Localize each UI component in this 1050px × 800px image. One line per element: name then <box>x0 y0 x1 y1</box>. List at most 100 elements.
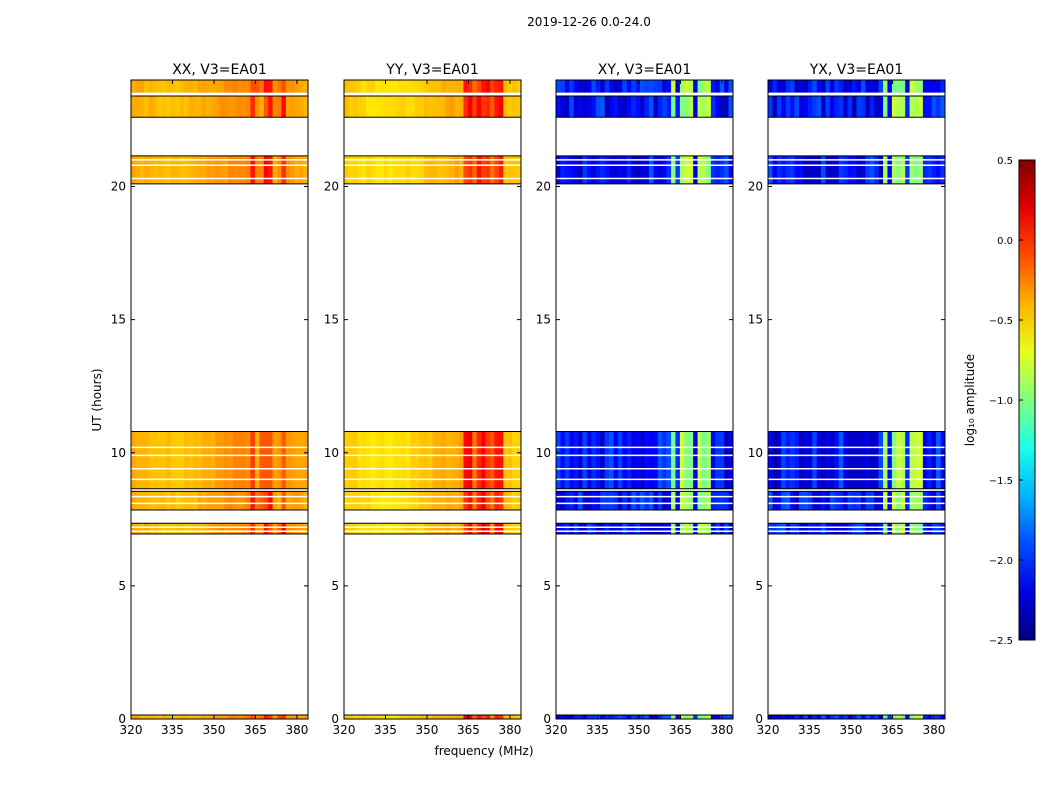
heatmap-cell <box>560 155 566 184</box>
heatmap-cell <box>494 95 500 118</box>
heatmap-cell <box>860 523 866 534</box>
heatmap-cell <box>432 715 438 719</box>
heatmap-cell <box>609 491 614 510</box>
heatmap-cell <box>679 155 685 184</box>
heatmap-cell <box>702 80 707 94</box>
heatmap-cell <box>215 95 220 118</box>
heatmap-cell <box>383 431 389 489</box>
heatmap-cell <box>909 431 915 489</box>
heatmap-cell <box>781 95 786 118</box>
heatmap-cell <box>357 523 362 534</box>
heatmap-cell <box>277 715 282 719</box>
heatmap-cell <box>419 95 424 118</box>
heatmap-cell <box>184 523 189 534</box>
heatmap-cell <box>348 95 354 118</box>
heatmap-cell <box>834 491 840 510</box>
heatmap-cell <box>454 80 460 94</box>
heatmap-cell <box>936 523 941 534</box>
heatmap-cell <box>768 155 773 184</box>
heatmap-cell <box>131 715 136 719</box>
heatmap-cell <box>772 431 778 489</box>
heatmap-cell <box>905 80 910 94</box>
heatmap-cell <box>657 491 663 510</box>
x-tick-label: 320 <box>120 723 143 737</box>
heatmap-cell <box>272 491 278 510</box>
heatmap-cell <box>887 431 893 489</box>
heatmap-cell <box>352 155 358 184</box>
heatmap-cell <box>869 95 875 118</box>
heatmap-cell <box>821 715 826 719</box>
heatmap-cell <box>556 155 561 184</box>
heatmap-cell <box>617 523 623 534</box>
heatmap-cell <box>613 431 619 489</box>
heatmap-cell <box>936 715 941 719</box>
x-tick-label: 350 <box>203 723 226 737</box>
heatmap-cell <box>410 155 416 184</box>
heatmap-cell <box>401 491 407 510</box>
heatmap-cell <box>874 491 879 510</box>
heatmap-cell <box>640 155 645 184</box>
heatmap-cell <box>263 95 269 118</box>
time-band <box>131 95 309 118</box>
heatmap-cell <box>223 491 229 510</box>
heatmap-cell <box>184 431 189 489</box>
heatmap-cell <box>702 155 707 184</box>
heatmap-cell <box>281 715 287 719</box>
time-band <box>344 490 522 511</box>
heatmap-cell <box>374 155 380 184</box>
heatmap-cell <box>940 431 946 489</box>
heatmap-cell <box>900 491 906 510</box>
heatmap-cell <box>410 431 416 489</box>
heatmap-cell <box>653 715 659 719</box>
heatmap-cell <box>410 95 416 118</box>
heatmap-cell <box>600 523 605 534</box>
heatmap-cell <box>702 95 707 118</box>
heatmap-cell <box>940 95 946 118</box>
heatmap-cell <box>294 155 300 184</box>
heatmap-cell <box>228 80 234 94</box>
heatmap-cell <box>653 491 659 510</box>
heatmap-cell <box>361 523 367 534</box>
heatmap-cell <box>135 431 141 489</box>
heatmap-cell <box>397 431 402 489</box>
heatmap-cell <box>206 431 211 489</box>
heatmap-cell <box>595 715 601 719</box>
heatmap-cell <box>272 431 278 489</box>
heatmap-cell <box>170 491 176 510</box>
heatmap-cell <box>675 431 681 489</box>
colorbar: 0.5 0.0 −0.5 −1.0 −1.5 −2.0 −2.5 log₁₀ amplitud… <box>963 156 1036 647</box>
heatmap-cell <box>874 431 879 489</box>
heatmap-cell <box>671 523 676 534</box>
heatmap-cell <box>139 155 145 184</box>
heatmap-cell <box>927 431 933 489</box>
heatmap-cell <box>622 155 628 184</box>
heatmap-cell <box>794 491 800 510</box>
heatmap-cell <box>392 155 398 184</box>
heatmap-cell <box>878 80 884 94</box>
heatmap-cell <box>481 155 486 184</box>
heatmap-cell <box>148 95 154 118</box>
heatmap-cell <box>281 431 287 489</box>
heatmap-cell <box>728 95 734 118</box>
heatmap-cell <box>578 431 583 489</box>
heatmap-cell <box>856 523 862 534</box>
heatmap-cell <box>856 491 862 510</box>
heatmap-cell <box>900 95 906 118</box>
heatmap-cell <box>507 95 513 118</box>
heatmap-cell <box>161 523 167 534</box>
heatmap-cell <box>157 155 163 184</box>
heatmap-cell <box>277 431 282 489</box>
heatmap-cell <box>617 491 623 510</box>
heatmap-cell <box>874 80 879 94</box>
heatmap-cell <box>246 523 251 534</box>
heatmap-cell <box>463 80 469 94</box>
heatmap-cell <box>232 95 238 118</box>
heatmap-cell <box>188 523 194 534</box>
heatmap-cell <box>135 523 141 534</box>
heatmap-cell <box>188 431 194 489</box>
heatmap-cell <box>201 491 207 510</box>
heatmap-cell <box>560 80 566 94</box>
heatmap-cell <box>472 155 478 184</box>
x-tick-label: 380 <box>498 723 521 737</box>
heatmap-cell <box>148 491 154 510</box>
